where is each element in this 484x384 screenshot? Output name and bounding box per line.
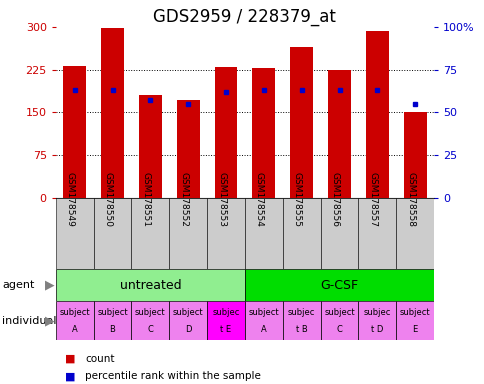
- Text: D: D: [184, 324, 191, 334]
- Bar: [131, 301, 169, 340]
- Text: A: A: [72, 324, 77, 334]
- Text: subject: subject: [59, 308, 90, 317]
- Text: subjec: subjec: [363, 308, 390, 317]
- Bar: [56, 301, 93, 340]
- Text: B: B: [109, 324, 115, 334]
- Text: GSM178558: GSM178558: [405, 172, 414, 227]
- Text: subjec: subjec: [287, 308, 315, 317]
- Bar: [207, 301, 244, 340]
- Text: subject: subject: [172, 308, 203, 317]
- Text: t D: t D: [370, 324, 383, 334]
- Bar: [403, 112, 425, 198]
- Bar: [358, 301, 395, 340]
- Bar: [169, 198, 207, 269]
- Text: agent: agent: [2, 280, 35, 290]
- Bar: [395, 198, 433, 269]
- Text: subject: subject: [97, 308, 128, 317]
- Text: ■: ■: [65, 354, 76, 364]
- Bar: [320, 198, 358, 269]
- Bar: [282, 198, 320, 269]
- Text: subject: subject: [399, 308, 430, 317]
- Title: GDS2959 / 228379_at: GDS2959 / 228379_at: [153, 8, 336, 26]
- Text: C: C: [147, 324, 153, 334]
- Bar: [282, 301, 320, 340]
- Text: G-CSF: G-CSF: [320, 279, 358, 291]
- Text: ■: ■: [65, 371, 76, 381]
- Text: E: E: [412, 324, 417, 334]
- Bar: [365, 31, 388, 198]
- Text: count: count: [85, 354, 114, 364]
- Text: subject: subject: [248, 308, 279, 317]
- Text: C: C: [336, 324, 342, 334]
- Text: GSM178557: GSM178557: [367, 172, 377, 227]
- Text: t E: t E: [220, 324, 231, 334]
- Text: GSM178549: GSM178549: [65, 172, 75, 227]
- Bar: [244, 301, 282, 340]
- Text: GSM178551: GSM178551: [141, 172, 150, 227]
- Bar: [131, 198, 169, 269]
- Text: untreated: untreated: [119, 279, 181, 291]
- Bar: [139, 95, 161, 198]
- Bar: [244, 198, 282, 269]
- Bar: [63, 66, 86, 198]
- Text: A: A: [260, 324, 266, 334]
- Text: ▶: ▶: [45, 279, 55, 291]
- Text: ▶: ▶: [45, 314, 55, 327]
- Bar: [244, 269, 433, 301]
- Bar: [56, 198, 93, 269]
- Bar: [207, 198, 244, 269]
- Text: GSM178550: GSM178550: [103, 172, 112, 227]
- Bar: [56, 269, 244, 301]
- Text: GSM178553: GSM178553: [216, 172, 226, 227]
- Text: percentile rank within the sample: percentile rank within the sample: [85, 371, 260, 381]
- Bar: [290, 47, 312, 198]
- Bar: [93, 301, 131, 340]
- Bar: [93, 198, 131, 269]
- Text: subject: subject: [323, 308, 354, 317]
- Text: subjec: subjec: [212, 308, 239, 317]
- Text: GSM178556: GSM178556: [330, 172, 339, 227]
- Text: subject: subject: [135, 308, 166, 317]
- Text: GSM178555: GSM178555: [292, 172, 301, 227]
- Bar: [395, 301, 433, 340]
- Bar: [328, 70, 350, 198]
- Bar: [169, 301, 207, 340]
- Text: individual: individual: [2, 316, 57, 326]
- Text: GSM178554: GSM178554: [254, 172, 263, 227]
- Bar: [214, 67, 237, 198]
- Text: t B: t B: [295, 324, 307, 334]
- Text: GSM178552: GSM178552: [179, 172, 188, 227]
- Bar: [101, 28, 123, 198]
- Bar: [358, 198, 395, 269]
- Bar: [177, 100, 199, 198]
- Bar: [252, 68, 274, 198]
- Bar: [320, 301, 358, 340]
